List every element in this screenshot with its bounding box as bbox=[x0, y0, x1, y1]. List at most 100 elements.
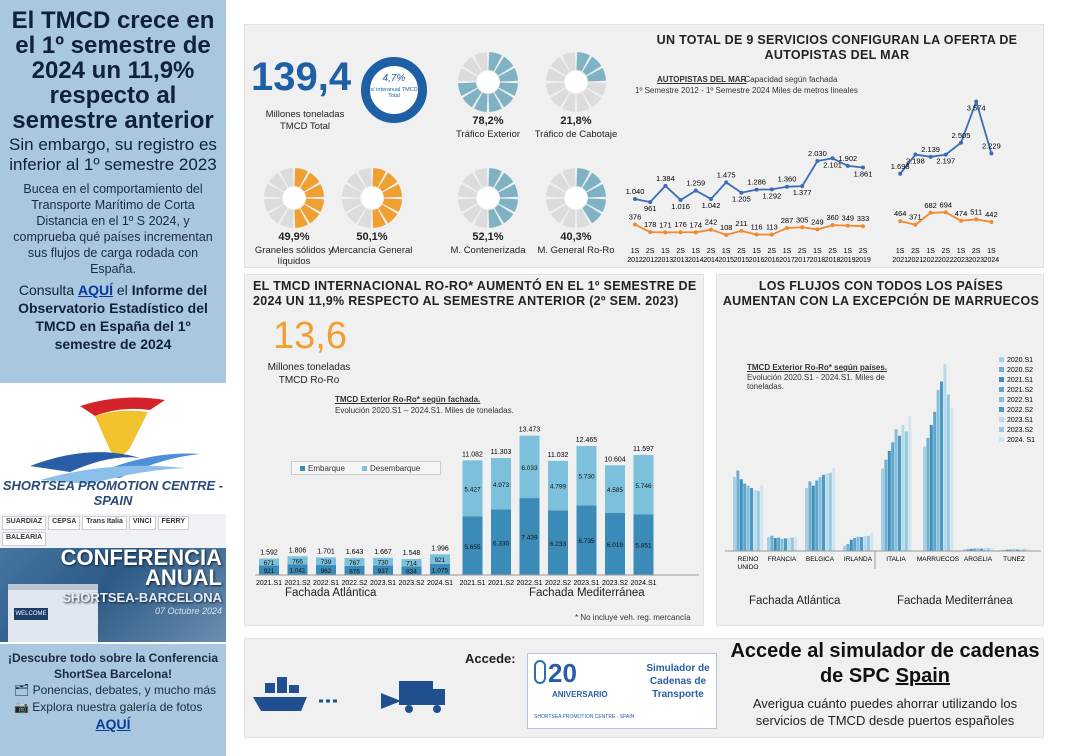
x-tick-label: 2018 bbox=[825, 257, 841, 264]
country-bar bbox=[936, 390, 940, 551]
data-label: 108 bbox=[720, 223, 733, 232]
data-label: 113 bbox=[766, 223, 778, 232]
ring-segment bbox=[474, 168, 488, 188]
country-bar bbox=[923, 446, 926, 551]
legend-label: 2022.S1 bbox=[1007, 397, 1033, 404]
country-bar bbox=[811, 485, 815, 551]
ring-segment bbox=[358, 208, 372, 228]
data-label: 2.229 bbox=[982, 141, 1001, 150]
country-bar bbox=[1019, 549, 1023, 551]
data-label: 2.505 bbox=[952, 131, 971, 140]
data-label: 694 bbox=[940, 200, 953, 209]
aqui-gallery-link[interactable]: AQUÍ bbox=[95, 716, 131, 732]
badge-label: s/ interanual TMCD Total bbox=[370, 87, 418, 99]
flujos-panel: LOS FLUJOS CON TODOS LOS PAÍSES AUMENTAN… bbox=[716, 274, 1044, 626]
bar-embarque-label: 5.655 bbox=[464, 544, 481, 551]
headline-body: Bucea en el comportamiento del Transport… bbox=[13, 182, 213, 276]
conference-subtitle: SHORTSEA-BARCELONA bbox=[62, 590, 222, 605]
ring-segment bbox=[494, 204, 514, 224]
blue-series-line-point bbox=[709, 196, 713, 201]
conference-banner[interactable]: SUARDIAZ CEPSA Trans Italia VINCI FERRY … bbox=[0, 514, 226, 642]
bar-desembarque bbox=[316, 557, 336, 566]
bar-desembarque bbox=[519, 435, 540, 499]
data-label: 305 bbox=[796, 215, 809, 224]
bar-embarque-label: 876 bbox=[349, 568, 360, 575]
country-bar bbox=[746, 485, 750, 551]
ring-segment bbox=[582, 88, 602, 108]
logo-spc: SHORTSEA PROMOTION CENTRE · SPAIN bbox=[534, 714, 635, 720]
bar-embarque-label: 6.735 bbox=[578, 538, 595, 545]
country-bar bbox=[828, 472, 832, 551]
bar-embarque-label: 7.439 bbox=[521, 535, 538, 542]
x-tick-label: 1S bbox=[957, 248, 966, 255]
legend-swatch bbox=[999, 417, 1004, 422]
ring-segment bbox=[372, 168, 386, 188]
informe-link[interactable]: Informe del Observatorio Estadístico del… bbox=[18, 282, 208, 352]
share-ring: 52,1% M. Contenerizada bbox=[451, 163, 525, 263]
blue-series-line-point bbox=[739, 190, 744, 195]
ring-segment bbox=[582, 56, 602, 76]
country-bar bbox=[860, 537, 863, 551]
x-tick-label: 2014 bbox=[688, 257, 704, 264]
ring-segment bbox=[582, 204, 602, 224]
share-ring: 21,8% Tráfico de Cabotaje bbox=[535, 47, 617, 147]
bar-desembarque bbox=[401, 558, 422, 567]
orange-series-line-point bbox=[709, 227, 713, 232]
ring-segment bbox=[586, 198, 606, 212]
blue-series-line-2-point bbox=[959, 140, 963, 145]
country-bar bbox=[940, 381, 943, 551]
simulador-title-1: Accede al simulador de cadenas bbox=[730, 640, 1040, 662]
simulador-link[interactable]: 20 ANIVERSARIO SHORTSEA PROMOTION CENTRE… bbox=[527, 653, 717, 729]
x-tick-label: 1S bbox=[692, 248, 701, 255]
country-bar bbox=[808, 481, 812, 551]
discover-item-text: Explora nuestra galería de fotos bbox=[32, 700, 203, 714]
bar-embarque bbox=[491, 509, 511, 575]
bar-total-label: 1.643 bbox=[346, 549, 364, 556]
country-bar bbox=[904, 431, 908, 551]
data-label: 174 bbox=[690, 220, 703, 229]
ring-label: Mercancía General bbox=[331, 245, 413, 256]
data-label: 442 bbox=[985, 210, 998, 219]
roro-title: EL TMCD INTERNACIONAL RO-RO* AUMENTÓ EN … bbox=[253, 279, 697, 308]
sponsor: VINCI bbox=[128, 516, 156, 530]
simulador-title-3[interactable]: Spain bbox=[895, 665, 951, 687]
orange-series-line-2-point bbox=[989, 220, 994, 225]
orange-series-line-2-point bbox=[959, 218, 963, 223]
ring-segment bbox=[498, 82, 518, 96]
ring-segment bbox=[582, 172, 602, 192]
ring-segment bbox=[268, 172, 288, 192]
bar-embarque bbox=[259, 565, 279, 575]
ring-segment bbox=[346, 172, 366, 192]
data-label: 333 bbox=[857, 214, 870, 223]
x-tick-label: 2023.S2 bbox=[602, 580, 628, 587]
ring-segment bbox=[304, 184, 324, 198]
country-bar bbox=[881, 468, 884, 551]
ring-segment bbox=[346, 204, 366, 224]
x-tick-label: 1S bbox=[844, 248, 853, 255]
simulador-label: Simulador de Cadenas de Transporte bbox=[640, 662, 716, 701]
bar-desembarque-label: 766 bbox=[292, 558, 303, 565]
simulador-desc: Averigua cuánto puedes ahorrar utilizand… bbox=[752, 696, 1018, 728]
aqui-link[interactable]: AQUÍ bbox=[78, 282, 113, 298]
ring-segment bbox=[586, 184, 606, 198]
bar-embarque bbox=[373, 565, 393, 575]
country-bar bbox=[787, 537, 791, 551]
roro-fachada-atlantica: Fachada Atlántica bbox=[285, 587, 377, 599]
bar-total-label: 1.701 bbox=[317, 548, 335, 555]
country-bar bbox=[980, 548, 983, 551]
x-tick-label: 1S bbox=[987, 248, 996, 255]
country-bar bbox=[822, 474, 825, 551]
blue-series-line-2-point bbox=[928, 154, 933, 159]
bar-desembarque bbox=[259, 558, 279, 566]
country-bar bbox=[1002, 549, 1006, 551]
sponsor: SUARDIAZ bbox=[2, 516, 47, 530]
share-ring-graphic bbox=[342, 168, 402, 228]
blue-series-line-2-point bbox=[898, 171, 903, 176]
x-tick-label: 2015 bbox=[718, 257, 734, 264]
ring-segment bbox=[358, 168, 372, 188]
discover-item-text: Ponencias, debates, y mucho más bbox=[32, 683, 217, 697]
bar-desembarque-label: 4.973 bbox=[493, 482, 510, 489]
country-bar bbox=[969, 548, 973, 551]
country-label: TUNEZ bbox=[1003, 556, 1025, 563]
